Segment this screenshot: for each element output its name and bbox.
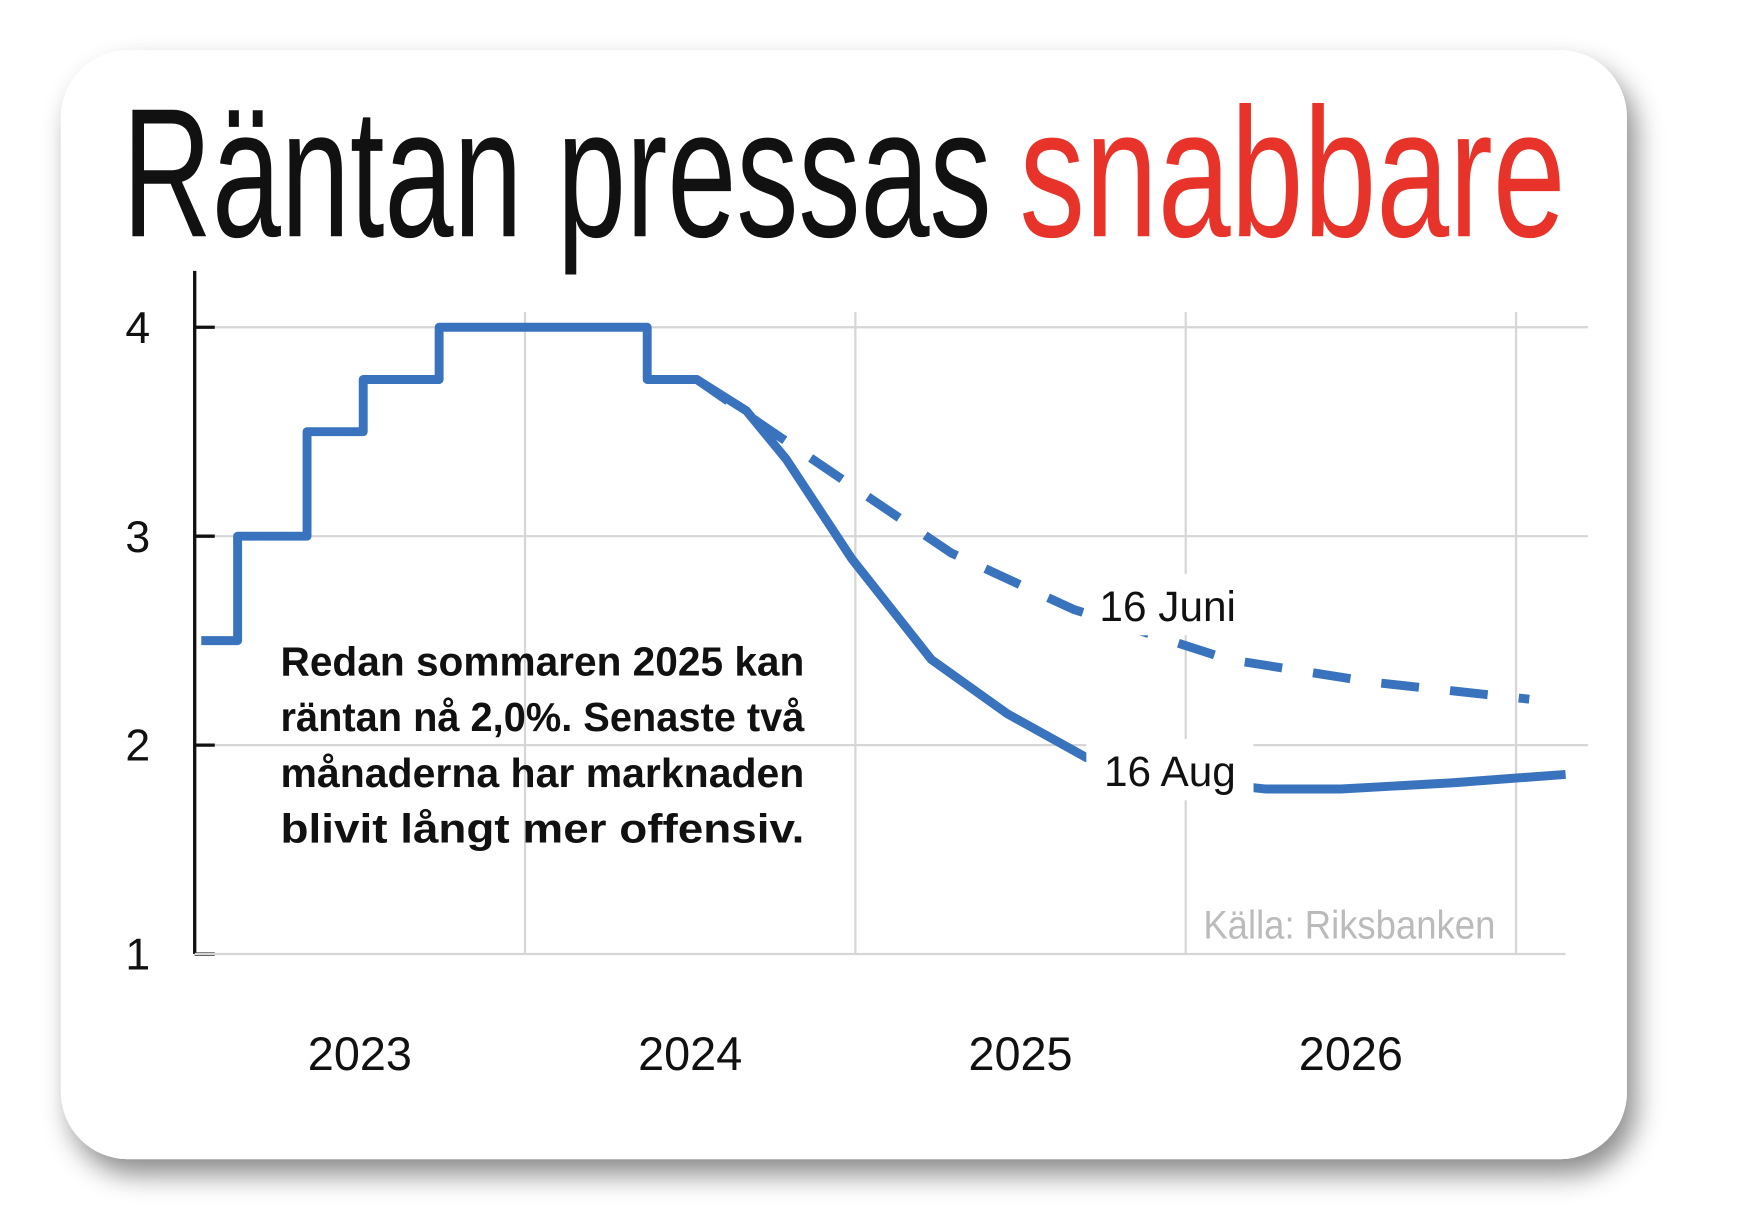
annotation: räntan nå 2,0%. Senaste två bbox=[281, 694, 806, 740]
y-tick-label: 1 bbox=[125, 931, 150, 980]
annotation: Redan sommaren 2025 kan bbox=[281, 638, 805, 684]
source: Källa: Riksbanken bbox=[1203, 902, 1495, 947]
y-tick-label: 3 bbox=[125, 513, 150, 562]
x-tick-label: 2026 bbox=[1299, 1028, 1403, 1080]
x-tick-label: 2024 bbox=[638, 1028, 742, 1080]
chart-title-highlight: snabbare bbox=[1019, 70, 1565, 275]
series-label: 16 Aug bbox=[1104, 748, 1236, 795]
chart-title: Räntan pressas bbox=[122, 70, 991, 275]
x-tick-label: 2025 bbox=[968, 1028, 1072, 1080]
series-label-bg bbox=[1086, 738, 1254, 801]
series-label-bg bbox=[1084, 573, 1252, 636]
series-line bbox=[694, 375, 1530, 704]
y-tick-label: 4 bbox=[125, 304, 150, 353]
y-tick-label: 2 bbox=[125, 722, 150, 771]
annotation: blivit långt mer offensiv. bbox=[281, 806, 805, 852]
x-tick-label: 2023 bbox=[308, 1028, 412, 1080]
annotation: månaderna har marknaden bbox=[281, 750, 805, 796]
series-label: 16 Juni bbox=[1099, 583, 1236, 630]
